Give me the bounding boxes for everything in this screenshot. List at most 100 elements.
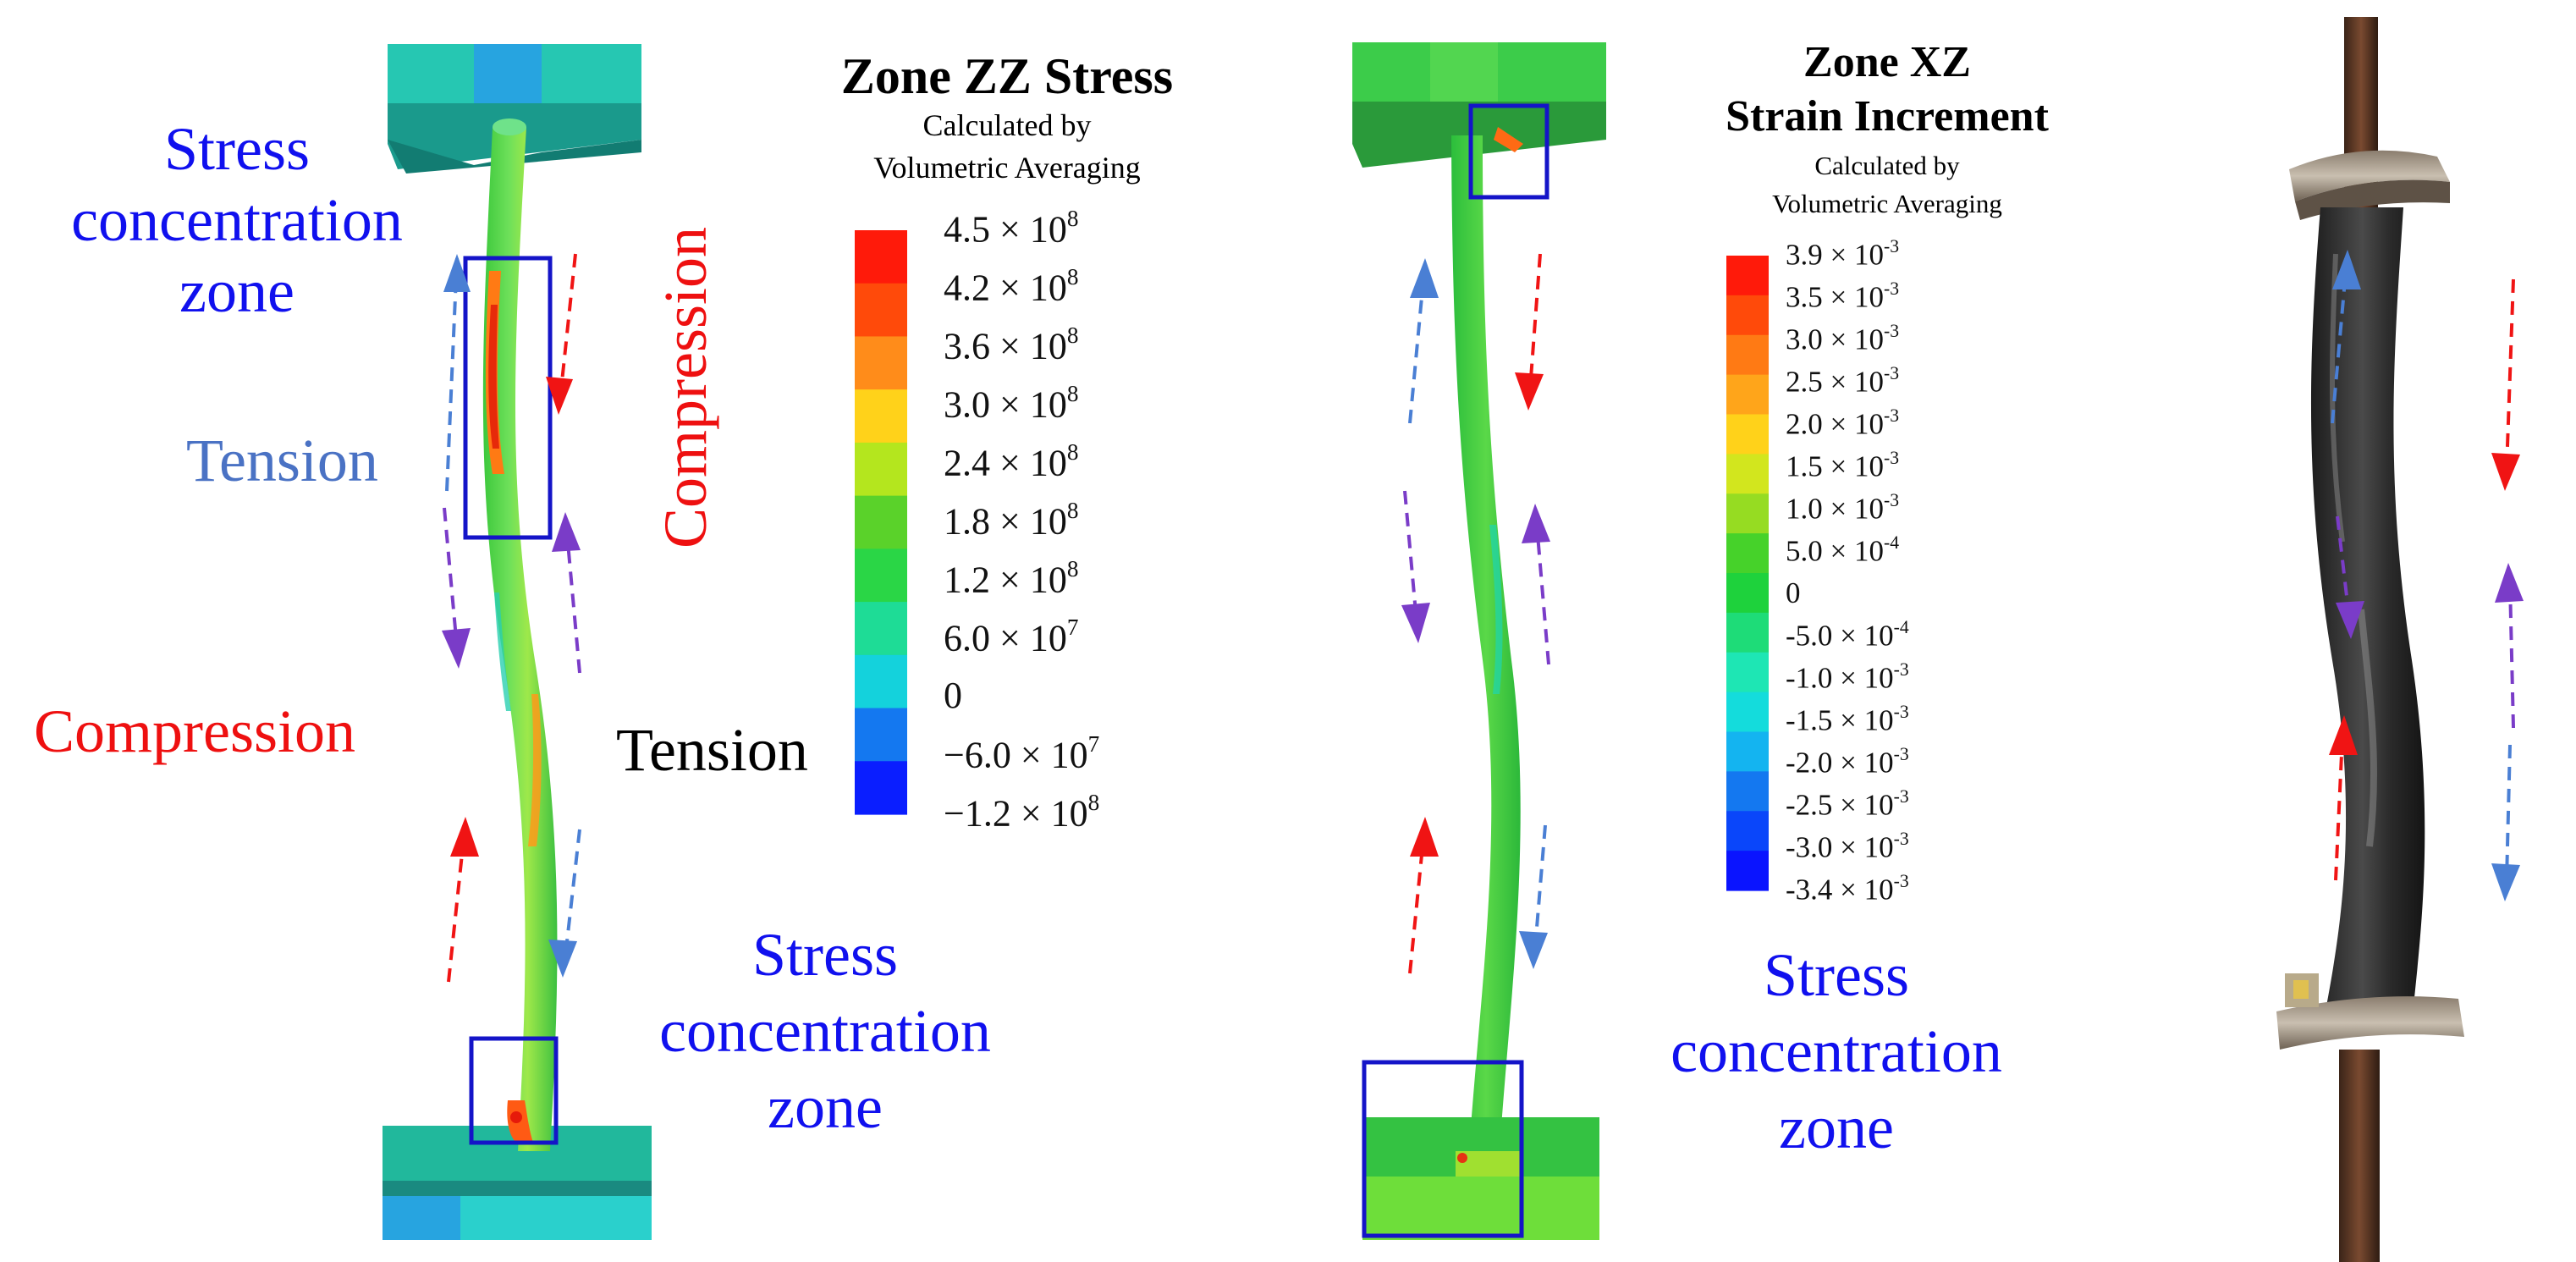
panel-a-legend-swatch	[855, 708, 907, 762]
arrow-c-red-up	[2334, 736, 2344, 881]
panel-a-legend-swatch	[855, 389, 907, 444]
label-line: concentration	[71, 186, 403, 254]
panel-a-rod	[482, 127, 558, 1151]
panel-a-stress-zone-bottom-label: Stress concentration zone	[605, 924, 1045, 1138]
arrow-a-blue-down	[564, 829, 581, 957]
panel-b-legend-swatch	[1726, 652, 1769, 693]
panel-a-legend-swatch	[855, 602, 907, 656]
panel-b-legend-tick-label: -5.0 × 10-4	[1786, 616, 1909, 653]
panel-a-legend-tick-label: 6.0 × 107	[944, 614, 1079, 659]
panel-a-legend-tick-label: −1.2 × 108	[944, 790, 1100, 835]
panel-a-legend-swatch	[855, 654, 907, 709]
panel-c-top-plate	[2289, 150, 2450, 201]
arrow-c-purple-down	[2336, 515, 2351, 619]
panel-b-stress-box-top	[1468, 103, 1549, 200]
panel-a-arrows	[442, 253, 581, 983]
panel-b-arrows	[1401, 253, 1550, 974]
panel-b-legend-swatch	[1726, 811, 1769, 851]
label-line: concentration	[659, 997, 991, 1065]
panel-b-legend-tick-label: -2.5 × 10-3	[1786, 785, 1909, 822]
panel-a-legend-tick-label: 4.5 × 108	[944, 206, 1079, 251]
panel-b-legend-swatch	[1726, 771, 1769, 812]
panel-b-legend-tick-label: 1.0 × 10-3	[1786, 489, 1900, 526]
panel-b-legend-subtitle-1: Calculated by	[1814, 151, 1960, 180]
arrow-b-blue-up	[1408, 278, 1425, 424]
label-line: Stress	[1763, 941, 1910, 1009]
panel-a-specimen	[383, 44, 652, 1240]
label-line: Stress	[751, 921, 899, 989]
panel-a-legend-subtitle-1: Calculated by	[922, 108, 1092, 142]
panel-b-stress-zone-label: Stress concentration zone	[1608, 945, 2065, 1158]
panel-a-legend-swatch	[855, 336, 907, 390]
panel-a-compression-left-label: Compression	[34, 697, 356, 765]
panel-a-legend-tick-label: −6.0 × 107	[944, 731, 1100, 776]
panel-b-legend-swatch	[1726, 256, 1769, 296]
panel-b-legend-colorbar	[1726, 256, 1769, 891]
panel-b-legend-swatch	[1726, 612, 1769, 653]
label-line: concentration	[1671, 1017, 2002, 1085]
panel-c-grouted-column	[2310, 207, 2425, 1024]
panel-b-legend-swatch	[1726, 295, 1769, 336]
panel-a-legend-swatch	[855, 761, 907, 815]
panel-a-legend-tick-label: 4.2 × 108	[944, 264, 1079, 309]
panel-c-bottom-plate	[2276, 996, 2464, 1050]
arrow-b-red-down	[1528, 253, 1542, 390]
panel-b-legend-swatch	[1726, 493, 1769, 534]
arrow-c-blue-up	[2331, 270, 2348, 424]
label-line: zone	[1779, 1094, 1894, 1161]
panel-a-tension-black-label: Tension	[616, 716, 808, 784]
panel-b-legend-tick-label: -3.4 × 10-3	[1786, 870, 1909, 907]
panel-a-stress-zone-top-label: Stress concentration zone	[68, 118, 406, 322]
panel-b-legend-swatch	[1726, 731, 1769, 772]
panel-b-legend-title-1: Zone XZ	[1803, 38, 1971, 86]
panel-b-legend-tick-label: 3.9 × 10-3	[1786, 235, 1900, 272]
panel-b-legend-title-2: Strain Increment	[1726, 92, 2049, 141]
panel-b-legend-swatch	[1726, 573, 1769, 614]
panel-b-legend-swatch	[1726, 533, 1769, 574]
panel-b-rod	[1451, 135, 1521, 1151]
arrow-b-purple-down	[1403, 490, 1418, 623]
panel-b-bottom-plate	[1362, 1117, 1599, 1177]
panel-b-legend-swatch	[1726, 374, 1769, 416]
arrow-c-red-down	[2505, 278, 2515, 471]
panel-a-legend-tick-label: 1.2 × 108	[944, 556, 1079, 601]
panel-b-legend-tick-label: 5.0 × 10-4	[1786, 532, 1900, 568]
panel-a-legend-swatch	[855, 548, 907, 603]
panel-a-legend-colorbar	[855, 230, 907, 815]
panel-a-legend-tick-label: 3.0 × 108	[944, 381, 1079, 426]
panel-a-legend-swatch	[855, 442, 907, 497]
panel-b-legend-tick-label: -1.0 × 10-3	[1786, 659, 1909, 695]
panel-a-legend-swatch	[855, 495, 907, 549]
arrow-b-blue-down	[1533, 824, 1547, 949]
arrow-c-purple-up	[2508, 583, 2515, 729]
panel-b-stress-box-bottom	[1362, 1060, 1524, 1238]
panel-b-legend-tick-label: 0	[1786, 576, 1801, 609]
panel-a-legend-swatch	[855, 283, 907, 338]
label-line: Stress	[163, 115, 311, 183]
arrow-a-red-up	[447, 837, 465, 983]
panel-b-legend-tick-label: 2.0 × 10-3	[1786, 405, 1900, 441]
panel-a-legend-tick-label: 2.4 × 108	[944, 439, 1079, 484]
arrow-c-blue-down	[2505, 744, 2512, 881]
panel-a-legend-tick-label: 3.6 × 108	[944, 322, 1079, 367]
panel-b-specimen	[1352, 42, 1606, 1240]
panel-b-legend-swatch	[1726, 414, 1769, 455]
panel-a-legend-title: Zone ZZ Stress	[840, 48, 1174, 104]
panel-b-legend-swatch	[1726, 692, 1769, 733]
panel-b-legend-swatch	[1726, 334, 1769, 376]
arrow-a-purple-down	[443, 507, 459, 648]
panel-b-legend-tick-label: 3.5 × 10-3	[1786, 278, 1900, 314]
panel-a-legend-tick-label: 1.8 × 108	[944, 498, 1079, 543]
panel-a-stress-box-bottom	[469, 1036, 559, 1145]
panel-a-tension-label: Tension	[186, 427, 378, 494]
arrow-a-purple-up	[565, 532, 581, 674]
arrow-b-red-up	[1408, 837, 1425, 974]
arrow-a-blue-up	[445, 257, 459, 492]
panel-a-legend-swatch	[855, 230, 907, 284]
label-line: zone	[768, 1073, 883, 1141]
panel-b-legend-tick-label: 1.5 × 10-3	[1786, 447, 1900, 483]
panel-a-compression-vertical-label: Compression	[652, 226, 719, 549]
panel-c-arrows	[2329, 250, 2524, 901]
